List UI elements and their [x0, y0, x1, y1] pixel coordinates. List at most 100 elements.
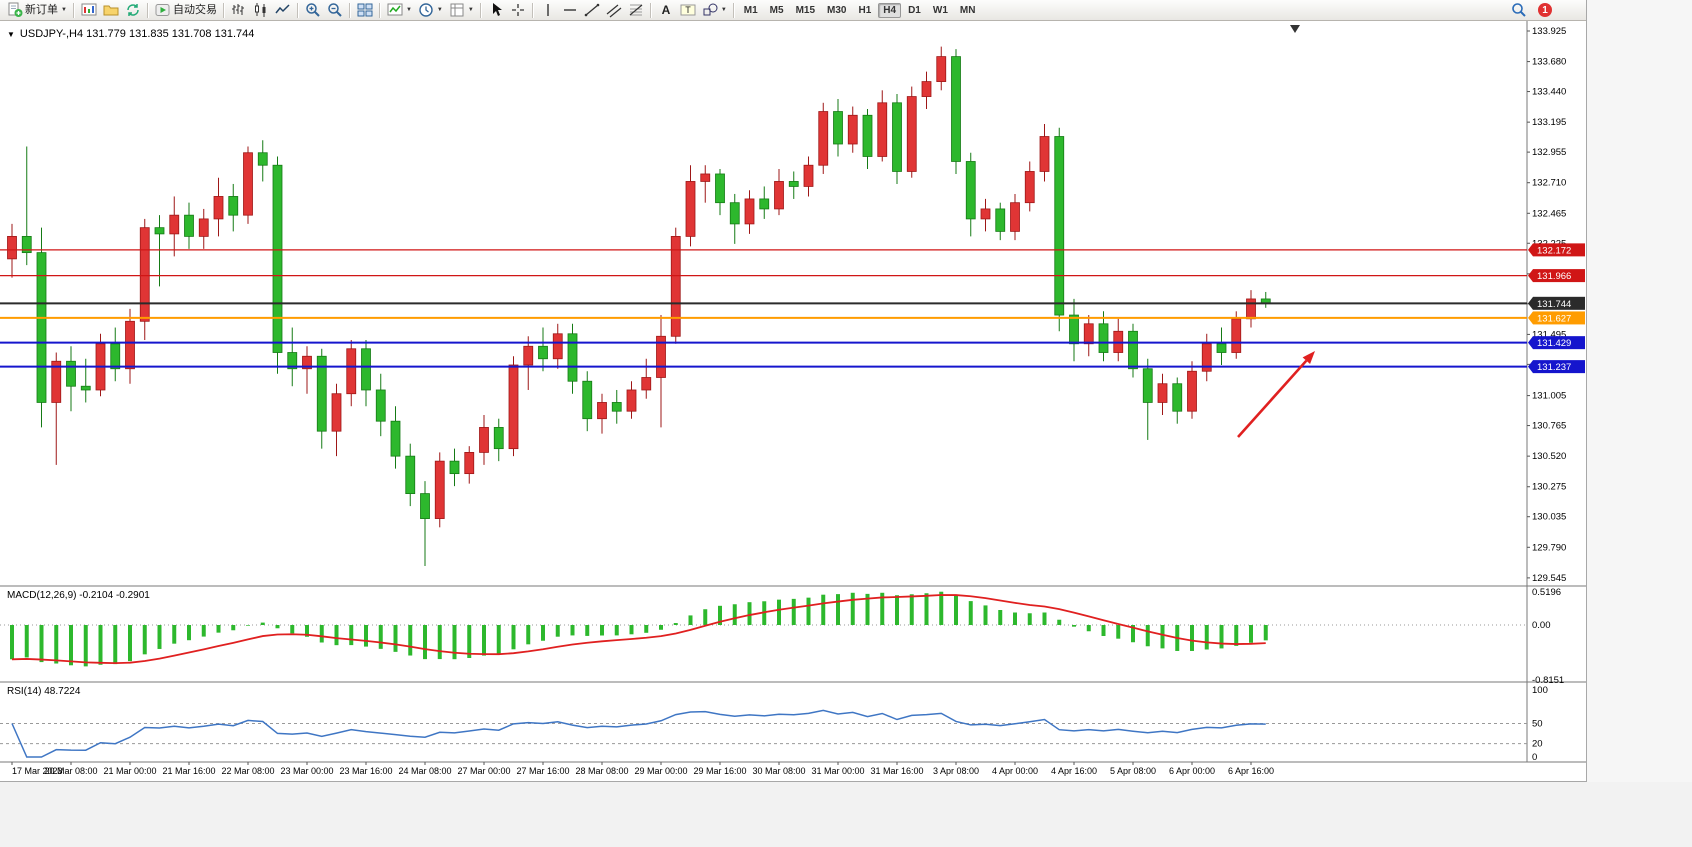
svg-text:20: 20: [1532, 739, 1543, 750]
toolbar-separator: [222, 2, 225, 18]
toolbar-separator: [732, 2, 735, 18]
svg-text:5 Apr 08:00: 5 Apr 08:00: [1110, 766, 1156, 776]
autotrading-button[interactable]: 自动交易: [152, 0, 220, 20]
trend-arrow[interactable]: [1237, 351, 1315, 438]
svg-text:27 Mar 16:00: 27 Mar 16:00: [516, 766, 569, 776]
main-toolbar: 新订单 ▼ 自动交易 ▼ ▼ ▼ A T ▼ M1 M5 M15 M30 H1 H4 D1 W1 MN 1: [0, 0, 1586, 21]
zoom-out-button[interactable]: [324, 0, 346, 20]
timeframe-d1[interactable]: D1: [908, 4, 921, 16]
horizontal-line-button[interactable]: [559, 0, 581, 20]
new-chart-icon: [81, 2, 97, 18]
shapes-icon: [702, 2, 718, 18]
svg-text:6 Apr 00:00: 6 Apr 00:00: [1169, 766, 1215, 776]
svg-text:100: 100: [1532, 685, 1548, 696]
svg-text:130.035: 130.035: [1532, 512, 1566, 523]
svg-text:132.172: 132.172: [1537, 245, 1571, 256]
timeframe-h4[interactable]: H4: [878, 2, 902, 18]
search-button[interactable]: [1508, 0, 1530, 20]
timeframe-w1[interactable]: W1: [932, 4, 948, 16]
price-tag: [1533, 269, 1585, 283]
svg-text:131.495: 131.495: [1532, 329, 1566, 340]
chart-ohlc-readout: USDJPY-,H4 131.779 131.835 131.708 131.7…: [19, 28, 255, 40]
svg-text:27 Mar 00:00: 27 Mar 00:00: [457, 766, 510, 776]
svg-text:130.520: 130.520: [1532, 451, 1566, 462]
svg-text:21 Mar 00:00: 21 Mar 00:00: [103, 766, 156, 776]
fibonacci-icon: [628, 2, 644, 18]
vertical-line-button[interactable]: [537, 0, 559, 20]
new-chart-button[interactable]: [78, 0, 100, 20]
text-label-icon: T: [680, 2, 696, 18]
chart-canvas[interactable]: 133.925 133.680 133.440 133.195 132.955 132.7…: [0, 21, 1586, 781]
zoom-in-icon: [305, 2, 321, 18]
bar-chart-button[interactable]: [228, 0, 250, 20]
svg-text:132.465: 132.465: [1532, 208, 1566, 219]
svg-text:133.925: 133.925: [1532, 26, 1566, 37]
svg-text:23 Mar 16:00: 23 Mar 16:00: [339, 766, 392, 776]
svg-text:30 Mar 08:00: 30 Mar 08:00: [752, 766, 805, 776]
shapes-button[interactable]: ▼: [699, 0, 730, 20]
candlestick-chart-icon: [253, 2, 269, 18]
timeframe-m5[interactable]: M5: [769, 4, 784, 16]
timeframe-mn[interactable]: MN: [959, 4, 976, 16]
macd-axis: 0.5196 0.00 -0.8151: [1532, 587, 1564, 686]
trendline-icon: [584, 2, 600, 18]
templates-icon: [449, 2, 465, 18]
line-chart-icon: [275, 2, 291, 18]
text-label-button[interactable]: T: [677, 0, 699, 20]
svg-text:0.00: 0.00: [1532, 620, 1551, 631]
svg-text:22 Mar 08:00: 22 Mar 08:00: [221, 766, 274, 776]
chevron-down-icon: ▼: [467, 7, 474, 13]
svg-text:17 Mar 2023: 17 Mar 2023: [12, 766, 63, 776]
crosshair-button[interactable]: [507, 0, 529, 20]
line-chart-button[interactable]: [272, 0, 294, 20]
timeframe-m30[interactable]: M30: [827, 4, 847, 16]
rsi-label: RSI(14) 48.7224: [7, 686, 81, 697]
svg-text:3 Apr 08:00: 3 Apr 08:00: [933, 766, 979, 776]
svg-text:0: 0: [1532, 752, 1537, 763]
cursor-button[interactable]: [485, 0, 507, 20]
svg-text:21 Mar 16:00: 21 Mar 16:00: [162, 766, 215, 776]
svg-text:131.966: 131.966: [1537, 271, 1571, 282]
price-tag: [1533, 360, 1585, 374]
price-tag: [1533, 336, 1585, 350]
candlestick-series: [7, 46, 1271, 567]
price-tag: [1533, 296, 1585, 310]
new-order-button-label: 新订单: [25, 4, 58, 16]
fibonacci-button[interactable]: [625, 0, 647, 20]
channel-button[interactable]: [603, 0, 625, 20]
indicators-icon: [387, 2, 403, 18]
svg-text:31 Mar 16:00: 31 Mar 16:00: [870, 766, 923, 776]
toolbar-separator: [348, 2, 351, 18]
timeframe-h1[interactable]: H1: [858, 4, 872, 16]
svg-text:28 Mar 08:00: 28 Mar 08:00: [575, 766, 628, 776]
shift-marker-icon[interactable]: [1290, 25, 1300, 33]
svg-text:129.790: 129.790: [1532, 542, 1566, 553]
candlestick-chart-button[interactable]: [250, 0, 272, 20]
rsi-line: [11, 709, 1266, 758]
periods-button[interactable]: ▼: [415, 0, 446, 20]
tile-windows-icon: [357, 2, 373, 18]
text-button[interactable]: A: [655, 0, 677, 20]
tile-windows-button[interactable]: [354, 0, 376, 20]
svg-text:T: T: [685, 5, 691, 15]
chevron-down-icon: ▼: [720, 7, 727, 13]
trendline-button[interactable]: [581, 0, 603, 20]
notification-badge[interactable]: 1: [1538, 3, 1552, 17]
timeframe-m1[interactable]: M1: [743, 4, 758, 16]
timeframe-m15[interactable]: M15: [795, 4, 816, 16]
zoom-in-button[interactable]: [302, 0, 324, 20]
refresh-button[interactable]: [122, 0, 144, 20]
svg-text:132.955: 132.955: [1532, 147, 1566, 158]
profiles-button[interactable]: [100, 0, 122, 20]
collapse-triangle-icon[interactable]: ▼: [7, 29, 15, 39]
horizontal-lines[interactable]: [0, 249, 1527, 368]
panel-borders: [0, 21, 1586, 763]
indicators-button[interactable]: ▼: [384, 0, 415, 20]
templates-button[interactable]: ▼: [446, 0, 477, 20]
macd-indicator: [0, 591, 1527, 667]
toolbar-separator: [531, 2, 534, 18]
channel-icon: [606, 2, 622, 18]
new-order-button[interactable]: 新订单 ▼: [4, 0, 70, 20]
toolbar-separator: [72, 2, 75, 18]
macd-signal-line: [11, 594, 1266, 664]
